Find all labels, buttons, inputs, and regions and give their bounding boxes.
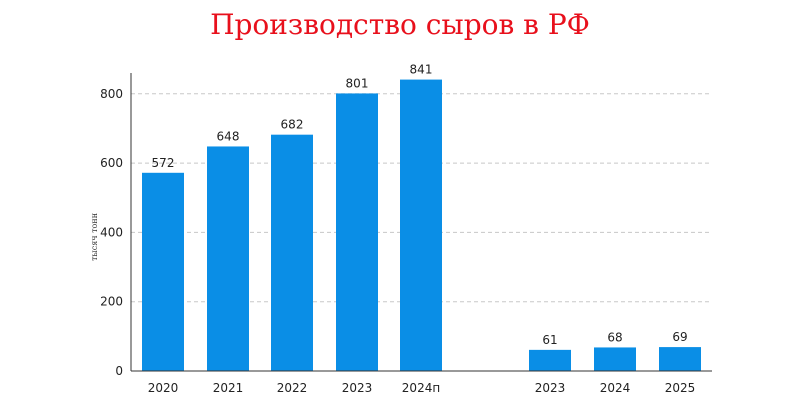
y-axis-label: тысяч тонн <box>90 213 99 261</box>
chart-title: Производство сыров в РФ <box>210 8 590 41</box>
data-label: 68 <box>607 330 622 344</box>
bar <box>142 172 184 371</box>
y-tick-label: 0 <box>115 364 123 378</box>
axes <box>130 73 712 372</box>
bars <box>142 79 701 372</box>
x-tick-label: 2022 <box>277 381 308 395</box>
x-tick-label: 2021 <box>213 381 244 395</box>
y-tick-label: 800 <box>100 87 123 101</box>
bar <box>594 347 636 371</box>
x-tick-label: 2023 <box>342 381 373 395</box>
bar <box>271 134 313 371</box>
x-tick-label: 2024п <box>402 381 440 395</box>
bar <box>400 79 442 372</box>
bar <box>529 349 571 371</box>
x-tick-label: 2020 <box>148 381 179 395</box>
x-tick-label: 2025 <box>665 381 696 395</box>
x-tick-label: 2024 <box>600 381 631 395</box>
data-label: 682 <box>281 118 304 132</box>
data-label: 61 <box>542 333 557 347</box>
data-label: 648 <box>217 129 240 143</box>
x-tick-label: 2023 <box>535 381 566 395</box>
data-label: 69 <box>672 330 687 344</box>
data-label: 572 <box>152 156 175 170</box>
bar <box>336 93 378 371</box>
bar <box>207 146 249 371</box>
bar <box>659 347 701 371</box>
y-tick-label: 200 <box>100 295 123 309</box>
data-label: 801 <box>346 76 369 90</box>
y-tick-label: 600 <box>100 156 123 170</box>
data-label: 841 <box>410 63 433 77</box>
y-tick-label: 400 <box>100 225 123 239</box>
